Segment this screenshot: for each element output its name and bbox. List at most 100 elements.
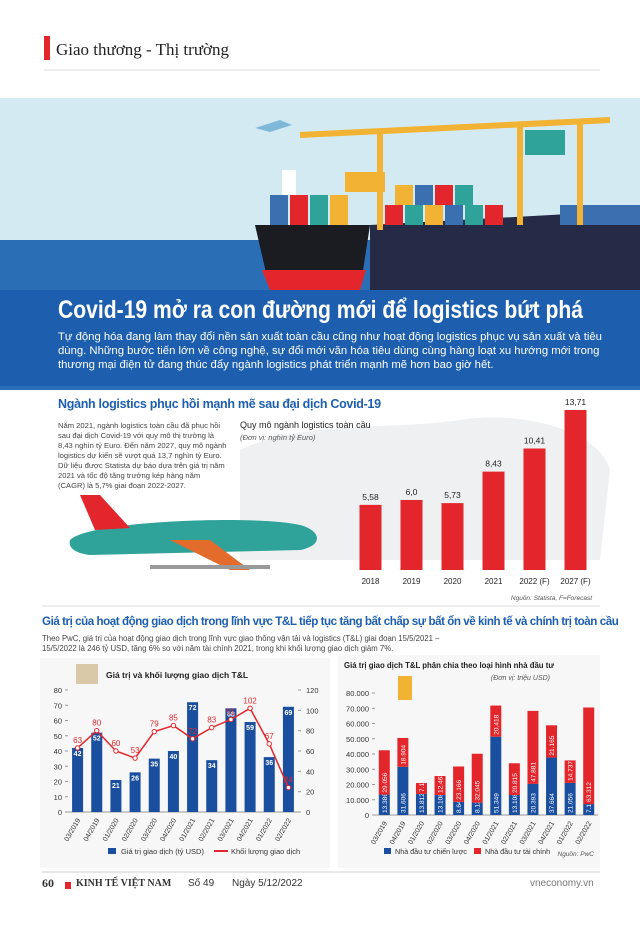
y-tick-label: 60.000 [346,720,369,729]
value-label: 47.881 [530,762,537,782]
website: vneconomy.vn [530,878,594,889]
bar-segment [564,760,576,783]
value-label: 72 [189,705,197,712]
section-heading: Giá trị của hoạt động giao dịch trong lĩ… [42,615,619,628]
legend-label: Khối lượng giao dịch [231,847,300,856]
value-label: 7.185 [586,796,593,813]
value-label: 85 [169,714,178,723]
title-band [0,290,640,386]
value-label: 13.386 [382,793,389,813]
bar-segment [546,725,558,758]
line [77,707,290,788]
y2-tick-label: 60 [306,747,314,756]
line-point [266,741,272,747]
bar-segment [490,705,502,737]
y-tick-label: 70.000 [346,704,369,713]
y2-tick-label: 40 [306,767,314,776]
value-label: 67 [265,732,274,741]
value-label: 40 [170,754,178,761]
value-label: 91 [226,707,235,716]
value-label: 68 [227,711,235,718]
magazine: KINH TẾ VIỆT NAM [76,878,172,889]
airplane [69,495,317,570]
y-tick-label: 30 [54,762,62,771]
chart-title: Quy mô ngành logistics toàn cầu [240,420,371,430]
x-tick-label: 2020 [444,577,462,586]
value-label: 20.815 [512,773,519,793]
legend-label: Nhà đầu tư chiến lược [395,847,467,856]
value-label: 13,71 [565,397,587,407]
bar-segment [397,737,409,767]
chart-title: Giá trị giao dịch T&L phân chia theo loạ… [344,661,554,670]
value-label: 42 [74,751,82,758]
line-point [151,728,157,735]
line-point [170,722,177,729]
y-tick-label: 60 [54,717,62,726]
bar-segment [415,793,427,815]
value-label: 35 [150,762,158,769]
value-label: 59 [246,725,254,732]
section-label: Giao thương - Thị trường [56,40,230,59]
footer-mark [65,882,71,889]
line-point [247,705,253,711]
line-point [228,716,234,723]
bar [225,708,237,812]
legend-swatch [384,848,391,854]
value-label: 53 [131,746,140,755]
value-label: 63.312 [586,782,593,802]
y-tick-label: 80.000 [346,689,369,698]
bar [263,757,275,812]
bar-segment [583,804,595,815]
bar-segment [546,757,558,815]
y2-tick-label: 20 [306,788,314,797]
bar-segment [453,766,465,802]
value-label: 29.056 [382,772,389,792]
bar-segment [434,776,446,796]
value-label: 5,73 [444,490,461,500]
section-text: Năm 2021, ngành logistics toàn cầu đã ph… [58,421,227,490]
y-tick-label: 40.000 [346,750,369,759]
line-point [209,724,215,731]
y2-tick-label: 80 [306,727,314,736]
bar [282,706,294,812]
value-label: 12.463 [438,773,445,793]
x-tick-label: 2021 [485,577,503,586]
y-tick-label: 10 [54,793,62,802]
bar [400,499,423,570]
x-tick-label: 2027 (F) [560,577,591,586]
date: Ngày 5/12/2022 [232,878,303,889]
value-label: 13.812 [419,793,426,813]
chart-subtitle: (Đơn vị: triệu USD) [491,675,550,682]
bar-segment [453,801,465,815]
value-label: 24 [284,776,293,785]
chart-title: Giá trị và khối lượng giao dịch T&L [106,670,248,680]
issue: Số 49 [188,878,215,889]
value-label: 34 [208,763,216,770]
bar [244,722,256,812]
value-label: 14.737 [568,761,575,781]
value-label: 52 [93,736,101,743]
bar-segment [564,782,576,815]
value-label: 7.145 [419,775,426,792]
bar-segment [378,750,390,795]
line-point [132,755,138,761]
bar [206,760,218,812]
value-label: 8,43 [485,459,502,469]
value-label: 69 [285,710,293,717]
bar-segment [434,795,446,815]
intro: Tự động hóa đang làm thay đổi nền sản xu… [58,331,602,371]
line-point [189,736,196,742]
bar-segment [471,753,483,803]
value-label: 83 [207,716,216,725]
bar [482,471,505,570]
bar [564,410,587,570]
line-point [285,784,292,791]
bar-segment [490,736,502,815]
value-label: 21 [112,783,120,790]
bar [72,747,84,812]
bar-segment [378,794,390,815]
bar [91,732,103,812]
section-heading: Ngành logistics phục hồi mạnh mẽ sau đại… [58,397,381,411]
